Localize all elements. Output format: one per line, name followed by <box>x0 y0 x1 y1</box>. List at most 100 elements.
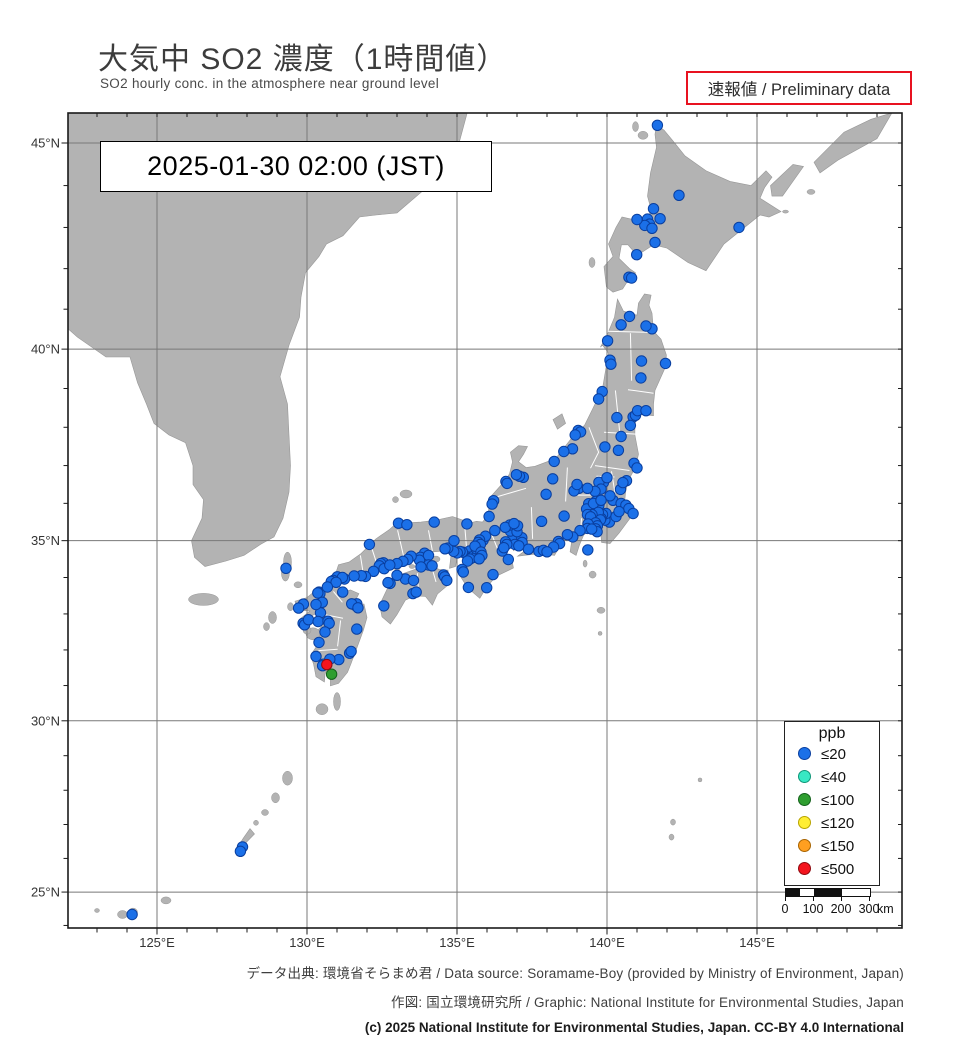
station-dot <box>510 469 523 481</box>
station-dot <box>540 488 552 500</box>
island <box>293 581 303 589</box>
station-dot <box>351 623 363 635</box>
legend: ppb ≤20 ≤40 ≤100 ≤120 ≤150 ≤500 <box>784 721 880 886</box>
footer-graphic-credit: 作図: 国立環境研究所 / Graphic: National Institut… <box>391 995 904 1010</box>
station-dot <box>548 455 560 468</box>
legend-dot-icon <box>798 793 811 806</box>
page-subtitle: SO2 hourly conc. in the atmosphere near … <box>100 76 440 91</box>
station-dot <box>617 476 629 489</box>
station-dot <box>415 561 427 573</box>
legend-rows: ≤20 ≤40 ≤100 ≤120 ≤150 ≤500 <box>785 743 879 881</box>
station-dot <box>733 221 745 234</box>
station-dot <box>345 645 357 658</box>
lon-axis-label: 145°E <box>739 935 775 950</box>
station-dot <box>605 358 617 370</box>
scale-bar-tick <box>869 897 870 901</box>
island <box>806 189 816 195</box>
legend-entry: ≤500 <box>785 858 879 881</box>
legend-dot-icon <box>798 839 811 852</box>
station-dot <box>513 540 525 552</box>
station-dot <box>649 236 661 249</box>
island <box>261 809 269 816</box>
station-dot <box>448 535 460 547</box>
prefecture-border <box>629 333 633 381</box>
station-dot <box>654 213 666 225</box>
station-dot <box>547 473 559 485</box>
lon-axis-label: 140°E <box>589 935 625 950</box>
station-dot <box>522 543 535 555</box>
station-dot <box>461 555 474 567</box>
footer: データ出典: 環境省そらまめ君 / Data source: Soramame-… <box>246 962 904 1035</box>
station-dot <box>302 614 315 626</box>
station-dot <box>426 560 438 572</box>
landmass <box>770 164 805 197</box>
station-dot <box>457 566 469 578</box>
scale-bar-segment <box>814 889 842 896</box>
station-dot <box>635 355 648 367</box>
station-dot <box>631 462 643 474</box>
station-dot <box>640 320 652 332</box>
station-dot <box>382 576 394 589</box>
prefecture-border <box>324 614 344 619</box>
legend-dot-icon <box>798 862 811 875</box>
prefecture-border <box>565 467 568 502</box>
island <box>588 570 597 579</box>
island <box>597 631 603 636</box>
station-dot <box>571 478 583 491</box>
station-dot <box>612 444 625 456</box>
landmass <box>552 413 566 430</box>
prefecture-border <box>431 569 437 583</box>
scale-bar-tick <box>785 897 786 901</box>
tick-layer <box>61 113 902 935</box>
station-dot <box>613 505 625 518</box>
station-dot <box>631 213 643 226</box>
station-dot <box>462 581 475 594</box>
island <box>392 496 399 503</box>
lat-axis-label: 25°N <box>31 885 60 900</box>
station-dot <box>498 542 510 554</box>
island <box>268 611 277 624</box>
island <box>670 818 676 826</box>
station-dot <box>501 477 513 490</box>
island <box>408 564 416 569</box>
island <box>253 820 259 826</box>
prefecture-border <box>337 620 342 647</box>
station-dot <box>615 430 627 443</box>
station-dot <box>595 494 607 506</box>
station-dot <box>292 602 305 614</box>
island <box>160 896 172 905</box>
station-dot <box>651 119 664 132</box>
station-dot <box>422 549 435 562</box>
station-dot <box>646 222 658 235</box>
station-dot <box>321 658 333 671</box>
prefecture-border <box>606 330 653 333</box>
island <box>287 602 294 611</box>
station-dot <box>337 586 349 598</box>
scale-bar-tick <box>841 897 842 901</box>
station-dot <box>473 553 485 565</box>
prefecture-border <box>588 427 600 469</box>
island <box>282 770 293 786</box>
scale-bar-number: 300 <box>858 902 880 916</box>
map-frame <box>67 112 903 929</box>
lon-axis-label: 135°E <box>439 935 475 950</box>
station-dot <box>312 615 324 628</box>
station-dot <box>319 626 331 638</box>
station-dot <box>541 546 553 558</box>
station-dot <box>321 581 334 593</box>
axis-label-layer: 45°N 40°N 35°N 30°N 25°N 125°E 130°E 135°E 140°E… <box>31 136 775 951</box>
landmass <box>68 113 468 567</box>
station-dot <box>561 529 574 541</box>
prefecture-border <box>397 530 405 557</box>
island <box>399 489 413 499</box>
station-dot <box>348 570 360 582</box>
legend-dot-icon <box>798 770 811 783</box>
station-dot <box>582 544 594 556</box>
station-dot <box>508 517 520 530</box>
island <box>588 257 596 268</box>
station-dot <box>659 357 672 370</box>
legend-entry: ≤100 <box>785 789 879 812</box>
station-dot <box>640 405 652 417</box>
legend-title: ppb <box>818 725 846 742</box>
scale-bar-segment <box>842 889 870 896</box>
